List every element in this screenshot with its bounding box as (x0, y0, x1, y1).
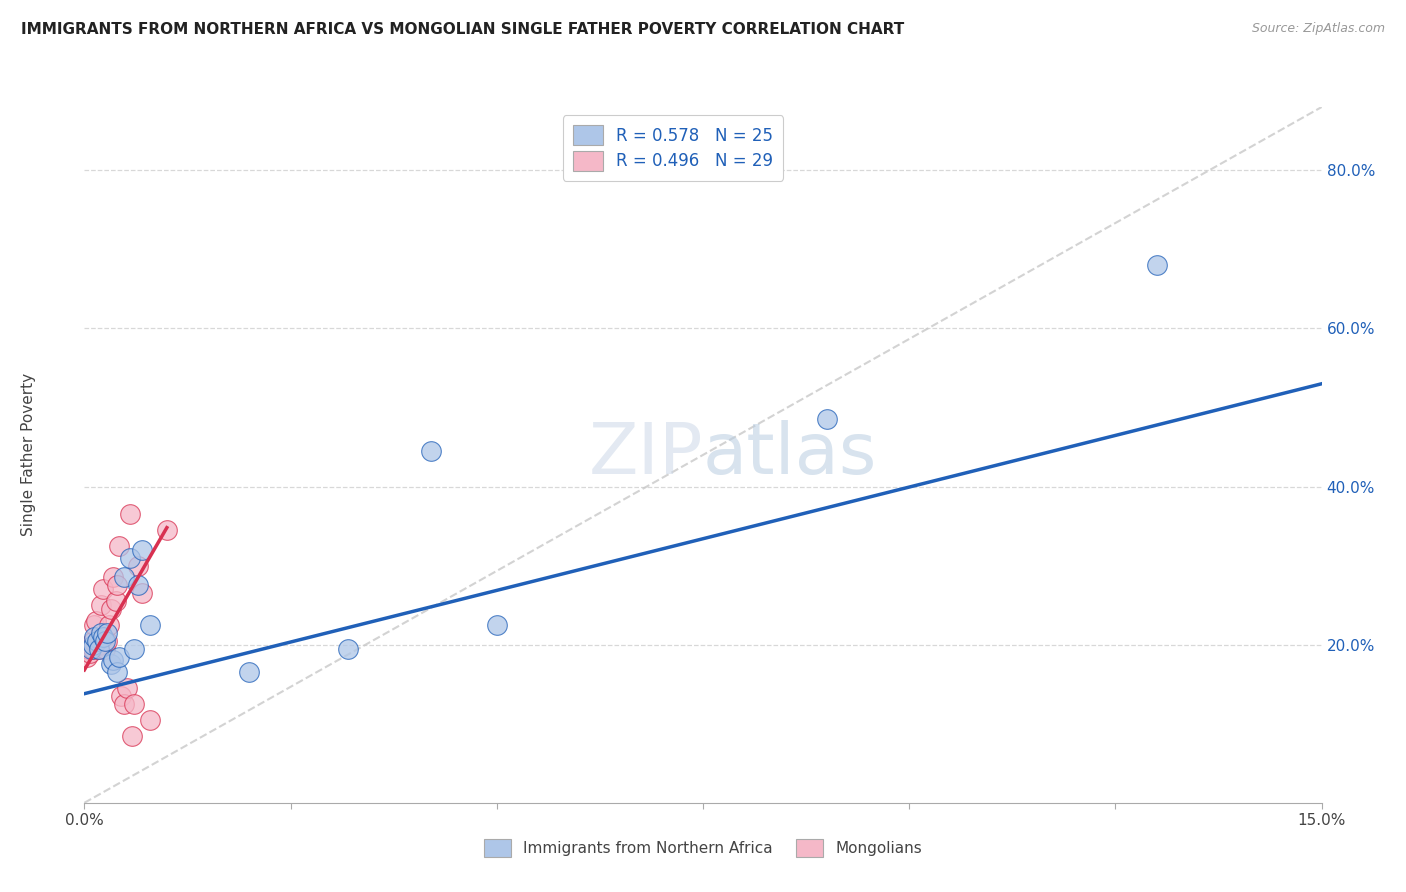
Point (108, 649, 131, 664)
Point (156, 523, 179, 537)
Point (117, 681, 139, 695)
Text: Source: ZipAtlas.com: Source: ZipAtlas.com (1251, 22, 1385, 36)
Point (108, 539, 131, 553)
Point (110, 689, 132, 703)
Text: IMMIGRANTS FROM NORTHERN AFRICA VS MONGOLIAN SINGLE FATHER POVERTY CORRELATION C: IMMIGRANTS FROM NORTHERN AFRICA VS MONGO… (21, 22, 904, 37)
Point (84, 614, 107, 628)
Point (103, 570, 125, 584)
Point (121, 729, 143, 743)
Point (139, 618, 162, 632)
Point (90, 598, 112, 612)
Point (98, 618, 121, 632)
Point (118, 550, 141, 565)
Point (76, 649, 98, 664)
Point (131, 586, 153, 600)
Point (238, 665, 260, 680)
Point (104, 594, 127, 608)
Point (100, 602, 122, 616)
Point (122, 641, 145, 656)
Point (100, 657, 122, 672)
Point (112, 697, 135, 711)
Point (127, 578, 149, 592)
Point (82, 638, 104, 652)
Point (815, 412, 838, 426)
Point (80, 641, 103, 656)
Text: Single Father Poverty: Single Father Poverty (21, 374, 37, 536)
Point (83, 618, 105, 632)
Point (1146, 258, 1168, 272)
Point (91, 630, 114, 644)
Point (103, 653, 125, 667)
Point (79, 646, 101, 660)
Point (77, 641, 100, 656)
Point (337, 641, 360, 656)
Point (82, 633, 104, 648)
Point (89, 638, 111, 652)
Point (419, 444, 441, 458)
Point (90, 625, 112, 640)
Point (127, 558, 149, 573)
Point (94, 641, 117, 656)
Point (105, 578, 128, 592)
Point (96, 633, 118, 648)
Text: atlas: atlas (703, 420, 877, 490)
Point (86, 641, 108, 656)
Point (112, 570, 135, 584)
Point (122, 697, 145, 711)
Point (118, 507, 141, 521)
Point (89, 641, 111, 656)
Point (86, 633, 108, 648)
Point (139, 713, 162, 727)
Point (94, 633, 117, 648)
Point (82, 641, 104, 656)
Point (91, 582, 114, 597)
Point (485, 618, 508, 632)
Point (131, 542, 153, 557)
Point (105, 665, 128, 680)
Legend: Immigrants from Northern Africa, Mongolians: Immigrants from Northern Africa, Mongoli… (477, 832, 929, 864)
Point (96, 625, 118, 640)
Point (83, 630, 105, 644)
Text: ZIP: ZIP (589, 420, 703, 490)
